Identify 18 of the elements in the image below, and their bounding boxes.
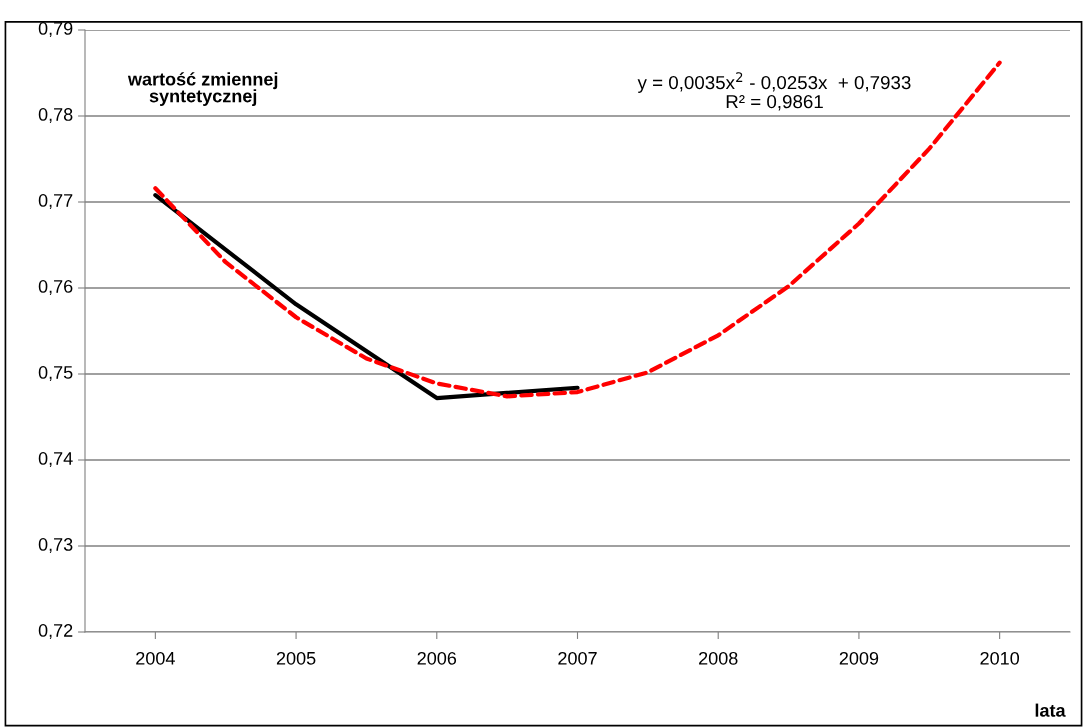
y-tick-label: 0,72 — [38, 624, 73, 639]
y-tick-label: 0,79 — [38, 22, 73, 37]
x-axis-title: lata — [1035, 703, 1066, 717]
annotation: y = 0,0035x$^{2}$ - 0,0253x + 0,7933 R² = 0,9861 — [637, 72, 911, 111]
x-tick-label: 2004 — [136, 651, 175, 665]
y-tick-label: 0,76 — [38, 280, 73, 295]
y-tick-label: 0,77 — [38, 194, 73, 209]
x-tick-label: 2008 — [699, 651, 738, 665]
y-tick-label: 0,73 — [38, 538, 73, 553]
x-tick-label: 2006 — [417, 651, 457, 665]
y-tick-label: 0,78 — [38, 108, 73, 123]
x-tick-label: 2005 — [276, 651, 316, 665]
y-tick-label: 0,75 — [38, 366, 73, 381]
x-tick-label: 2010 — [980, 651, 1020, 665]
y-tick-label: 0,74 — [38, 452, 73, 467]
x-tick-label: 2007 — [558, 651, 597, 665]
x-tick-label: 2009 — [839, 651, 879, 665]
y-axis-title: wartość zmiennej syntetycznej — [127, 72, 278, 106]
